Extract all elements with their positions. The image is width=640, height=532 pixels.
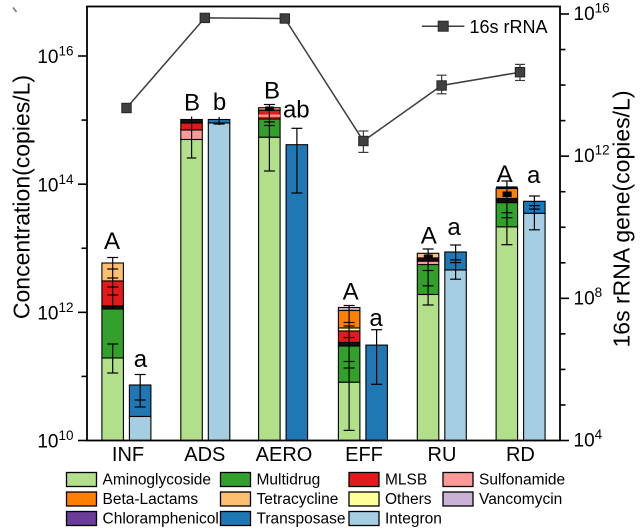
svg-text:a: a <box>527 162 541 189</box>
svg-text:Others: Others <box>385 491 432 508</box>
svg-text:a: a <box>134 346 148 373</box>
svg-text:16s rRNA: 16s rRNA <box>470 17 548 37</box>
svg-text:Concentration(copies/L): Concentration(copies/L) <box>9 75 35 319</box>
svg-text:Multidrug: Multidrug <box>257 472 321 489</box>
svg-text:RU: RU <box>428 444 457 466</box>
svg-text:Chloramphenicol: Chloramphenicol <box>103 511 219 527</box>
svg-text:Transposase: Transposase <box>257 511 346 527</box>
svg-text:a: a <box>447 214 461 241</box>
svg-text:Sulfonamide: Sulfonamide <box>479 472 565 489</box>
svg-text:1016: 1016 <box>37 44 73 68</box>
svg-text:Vancomycin: Vancomycin <box>479 491 562 508</box>
svg-text:ab: ab <box>283 97 310 124</box>
svg-text:A: A <box>104 228 120 255</box>
svg-text:B: B <box>264 78 280 105</box>
svg-text:1012: 1012 <box>37 300 73 325</box>
svg-text:AERO: AERO <box>256 444 313 466</box>
svg-text:Aminoglycoside: Aminoglycoside <box>103 472 212 489</box>
svg-text:1010: 1010 <box>37 428 73 453</box>
svg-text:Tetracycline: Tetracycline <box>257 491 339 508</box>
svg-text:Beta-Lactams: Beta-Lactams <box>103 491 199 508</box>
svg-text:a: a <box>369 305 383 332</box>
svg-text:EFF: EFF <box>345 444 383 466</box>
svg-text:16s rRNA gene(copies/L): 16s rRNA gene(copies/L) <box>609 91 635 348</box>
svg-text:RD: RD <box>506 444 535 466</box>
svg-text:B: B <box>184 90 200 117</box>
svg-text:b: b <box>213 89 226 116</box>
svg-text:A: A <box>421 222 437 249</box>
svg-text:INF: INF <box>112 444 144 466</box>
svg-text:Integron: Integron <box>385 511 442 527</box>
svg-text:ADS: ADS <box>184 444 225 466</box>
svg-text:A: A <box>343 279 359 306</box>
svg-text:A: A <box>497 161 513 188</box>
svg-text:MLSB: MLSB <box>385 472 427 489</box>
